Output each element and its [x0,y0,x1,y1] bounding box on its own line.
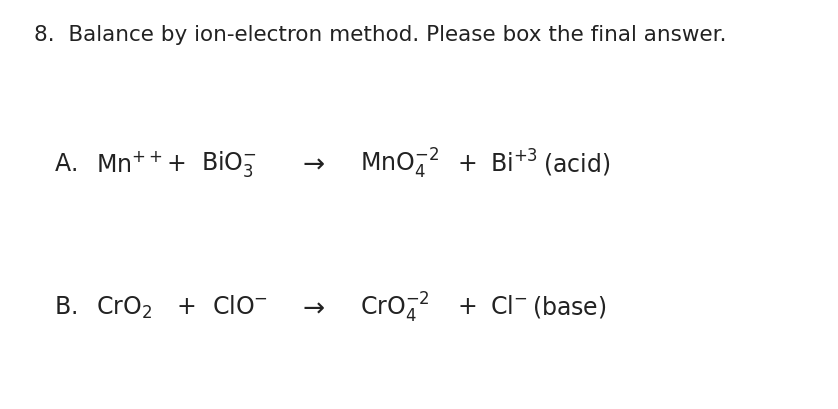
Text: $\mathsf{\rightarrow}$: $\mathsf{\rightarrow}$ [297,151,325,177]
Text: $\mathsf{A.}$: $\mathsf{A.}$ [54,152,77,175]
Text: $\mathsf{BiO_3^{-}}$: $\mathsf{BiO_3^{-}}$ [201,148,256,179]
Text: $\mathsf{(acid)}$: $\mathsf{(acid)}$ [543,151,610,177]
Text: $\mathsf{CrO_4^{-2}}$: $\mathsf{CrO_4^{-2}}$ [360,290,430,324]
Text: $\mathsf{+}$: $\mathsf{+}$ [457,152,476,175]
Text: $\mathsf{+}$: $\mathsf{+}$ [176,295,195,319]
Text: $\mathsf{ClO^{-}}$: $\mathsf{ClO^{-}}$ [212,295,268,319]
Text: $\mathsf{\rightarrow}$: $\mathsf{\rightarrow}$ [297,294,325,320]
Text: 8.  Balance by ion-electron method. Please box the final answer.: 8. Balance by ion-electron method. Pleas… [34,25,726,45]
Text: $\mathsf{B.}$: $\mathsf{B.}$ [54,295,78,319]
Text: $\mathsf{MnO_4^{-2}}$: $\mathsf{MnO_4^{-2}}$ [360,146,439,181]
Text: $\mathsf{+}$: $\mathsf{+}$ [457,295,476,319]
Text: $\mathsf{Mn^{++}}$: $\mathsf{Mn^{++}}$ [96,151,163,176]
Text: $\mathsf{Cl^{-}}$: $\mathsf{Cl^{-}}$ [490,295,528,319]
Text: $\mathsf{(base)}$: $\mathsf{(base)}$ [532,294,607,320]
Text: $\mathsf{CrO_2}$: $\mathsf{CrO_2}$ [96,294,153,320]
Text: $\mathsf{+}$: $\mathsf{+}$ [166,152,185,175]
Text: $\mathsf{Bi^{+3}}$: $\mathsf{Bi^{+3}}$ [490,150,538,177]
